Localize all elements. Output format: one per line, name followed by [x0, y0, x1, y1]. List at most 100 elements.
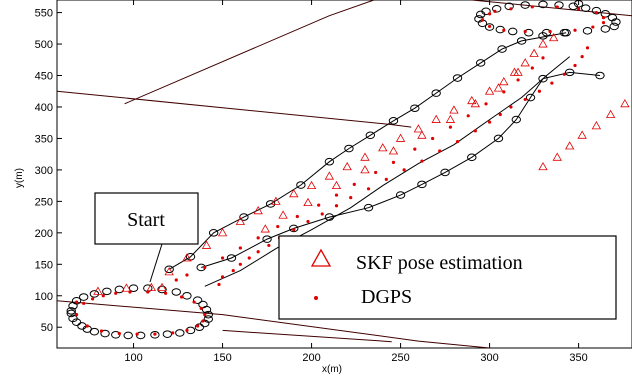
dgps-point	[185, 273, 189, 277]
dgps-point	[576, 7, 581, 11]
dgps-point	[85, 324, 89, 328]
landmark-point	[71, 318, 82, 326]
dgps-point	[366, 187, 371, 191]
dgps-point	[220, 275, 225, 279]
y-tick-label: 350	[35, 133, 53, 145]
estimation-point	[552, 152, 562, 161]
dgps-point	[594, 10, 598, 15]
dgps-point	[555, 5, 559, 9]
dgps-point	[541, 56, 545, 60]
dgps-point	[473, 129, 477, 133]
estimation-markers	[93, 32, 630, 295]
estimation-point	[395, 133, 406, 142]
dgps-point	[199, 306, 203, 310]
dgps-point	[153, 332, 157, 336]
dgps-point	[128, 290, 132, 294]
landmark-point	[484, 23, 495, 31]
trajectory-line	[204, 56, 571, 287]
dgps-point	[573, 63, 577, 68]
reference-lines	[56, 0, 632, 349]
estimation-point	[605, 109, 616, 118]
estimation-point	[413, 124, 424, 133]
trajectory-line	[168, 32, 567, 270]
landmark-point	[497, 45, 507, 53]
landmark-point	[89, 327, 100, 336]
dgps-point	[420, 159, 424, 163]
dgps-point	[146, 290, 150, 294]
estimation-point	[591, 121, 602, 130]
landmark-point	[417, 180, 427, 189]
landmark-point	[365, 131, 376, 140]
landmark-point	[68, 302, 78, 310]
landmark-point	[102, 287, 112, 296]
landmark-point	[516, 37, 527, 45]
dgps-point	[601, 21, 606, 25]
landmark-point	[363, 203, 374, 212]
dgps-point	[402, 168, 406, 172]
estimation-point	[538, 39, 548, 48]
dgps-point	[487, 120, 492, 124]
landmark-point	[150, 330, 160, 339]
dgps-point	[448, 125, 453, 129]
estimation-point	[538, 161, 548, 171]
dgps-point	[502, 90, 506, 94]
legend-box	[278, 235, 617, 320]
y-tick-label: 550	[35, 8, 53, 20]
dgps-point	[238, 246, 242, 250]
landmark-point	[164, 265, 174, 274]
y-tick-label: 150	[35, 259, 53, 271]
landmark-point	[452, 74, 463, 82]
y-tick-label: 200	[35, 228, 53, 240]
dgps-point	[256, 250, 260, 254]
legend-estimation-label: SKF pose estimation	[356, 252, 523, 274]
estimation-point	[493, 83, 504, 92]
estimation-point	[93, 286, 103, 295]
estimation-point	[565, 141, 575, 150]
landmark-point	[582, 27, 593, 35]
estimation-point	[306, 180, 317, 190]
estimation-point	[164, 267, 174, 276]
estimation-point	[182, 253, 192, 262]
dgps-point	[267, 243, 271, 248]
dgps-point	[295, 214, 299, 219]
dgps-point	[334, 193, 339, 197]
landmark-point	[192, 296, 203, 304]
dgps-point	[196, 324, 200, 328]
estimation-point	[271, 196, 281, 205]
dgps-point	[217, 282, 221, 287]
estimation-point	[324, 171, 335, 180]
reference-line	[471, 0, 632, 17]
dgps-point	[550, 81, 554, 85]
dgps-point	[493, 9, 497, 13]
landmark-point	[440, 168, 450, 177]
dgps-point	[174, 278, 178, 282]
dgps-point	[509, 105, 513, 109]
dgps-point	[516, 78, 520, 82]
dgps-point	[117, 331, 121, 336]
y-tick-label: 100	[35, 291, 53, 303]
estimation-point	[388, 146, 399, 155]
estimation-point	[378, 143, 388, 152]
estimation-point	[529, 48, 539, 57]
landmark-point	[289, 224, 299, 233]
start-annotation: Start	[94, 192, 199, 283]
dgps-point	[247, 256, 251, 260]
dgps-point	[484, 102, 488, 106]
landmark-point	[162, 330, 173, 338]
y-tick-label: 450	[35, 71, 53, 83]
dgps-point	[320, 212, 324, 216]
dgps-point	[238, 262, 242, 266]
dgps-point	[585, 46, 590, 50]
landmark-point	[467, 153, 477, 162]
landmark-point	[538, 74, 548, 83]
landmark-point	[265, 200, 276, 208]
reference-line	[56, 300, 490, 349]
dgps-point	[601, 16, 606, 20]
dgps-point	[135, 332, 139, 336]
dgps-point	[317, 203, 321, 207]
landmark-point	[100, 329, 110, 338]
landmark-point	[208, 229, 219, 237]
estimation-point	[467, 95, 477, 105]
trajectory-line	[201, 71, 601, 268]
estimation-point	[470, 99, 481, 108]
